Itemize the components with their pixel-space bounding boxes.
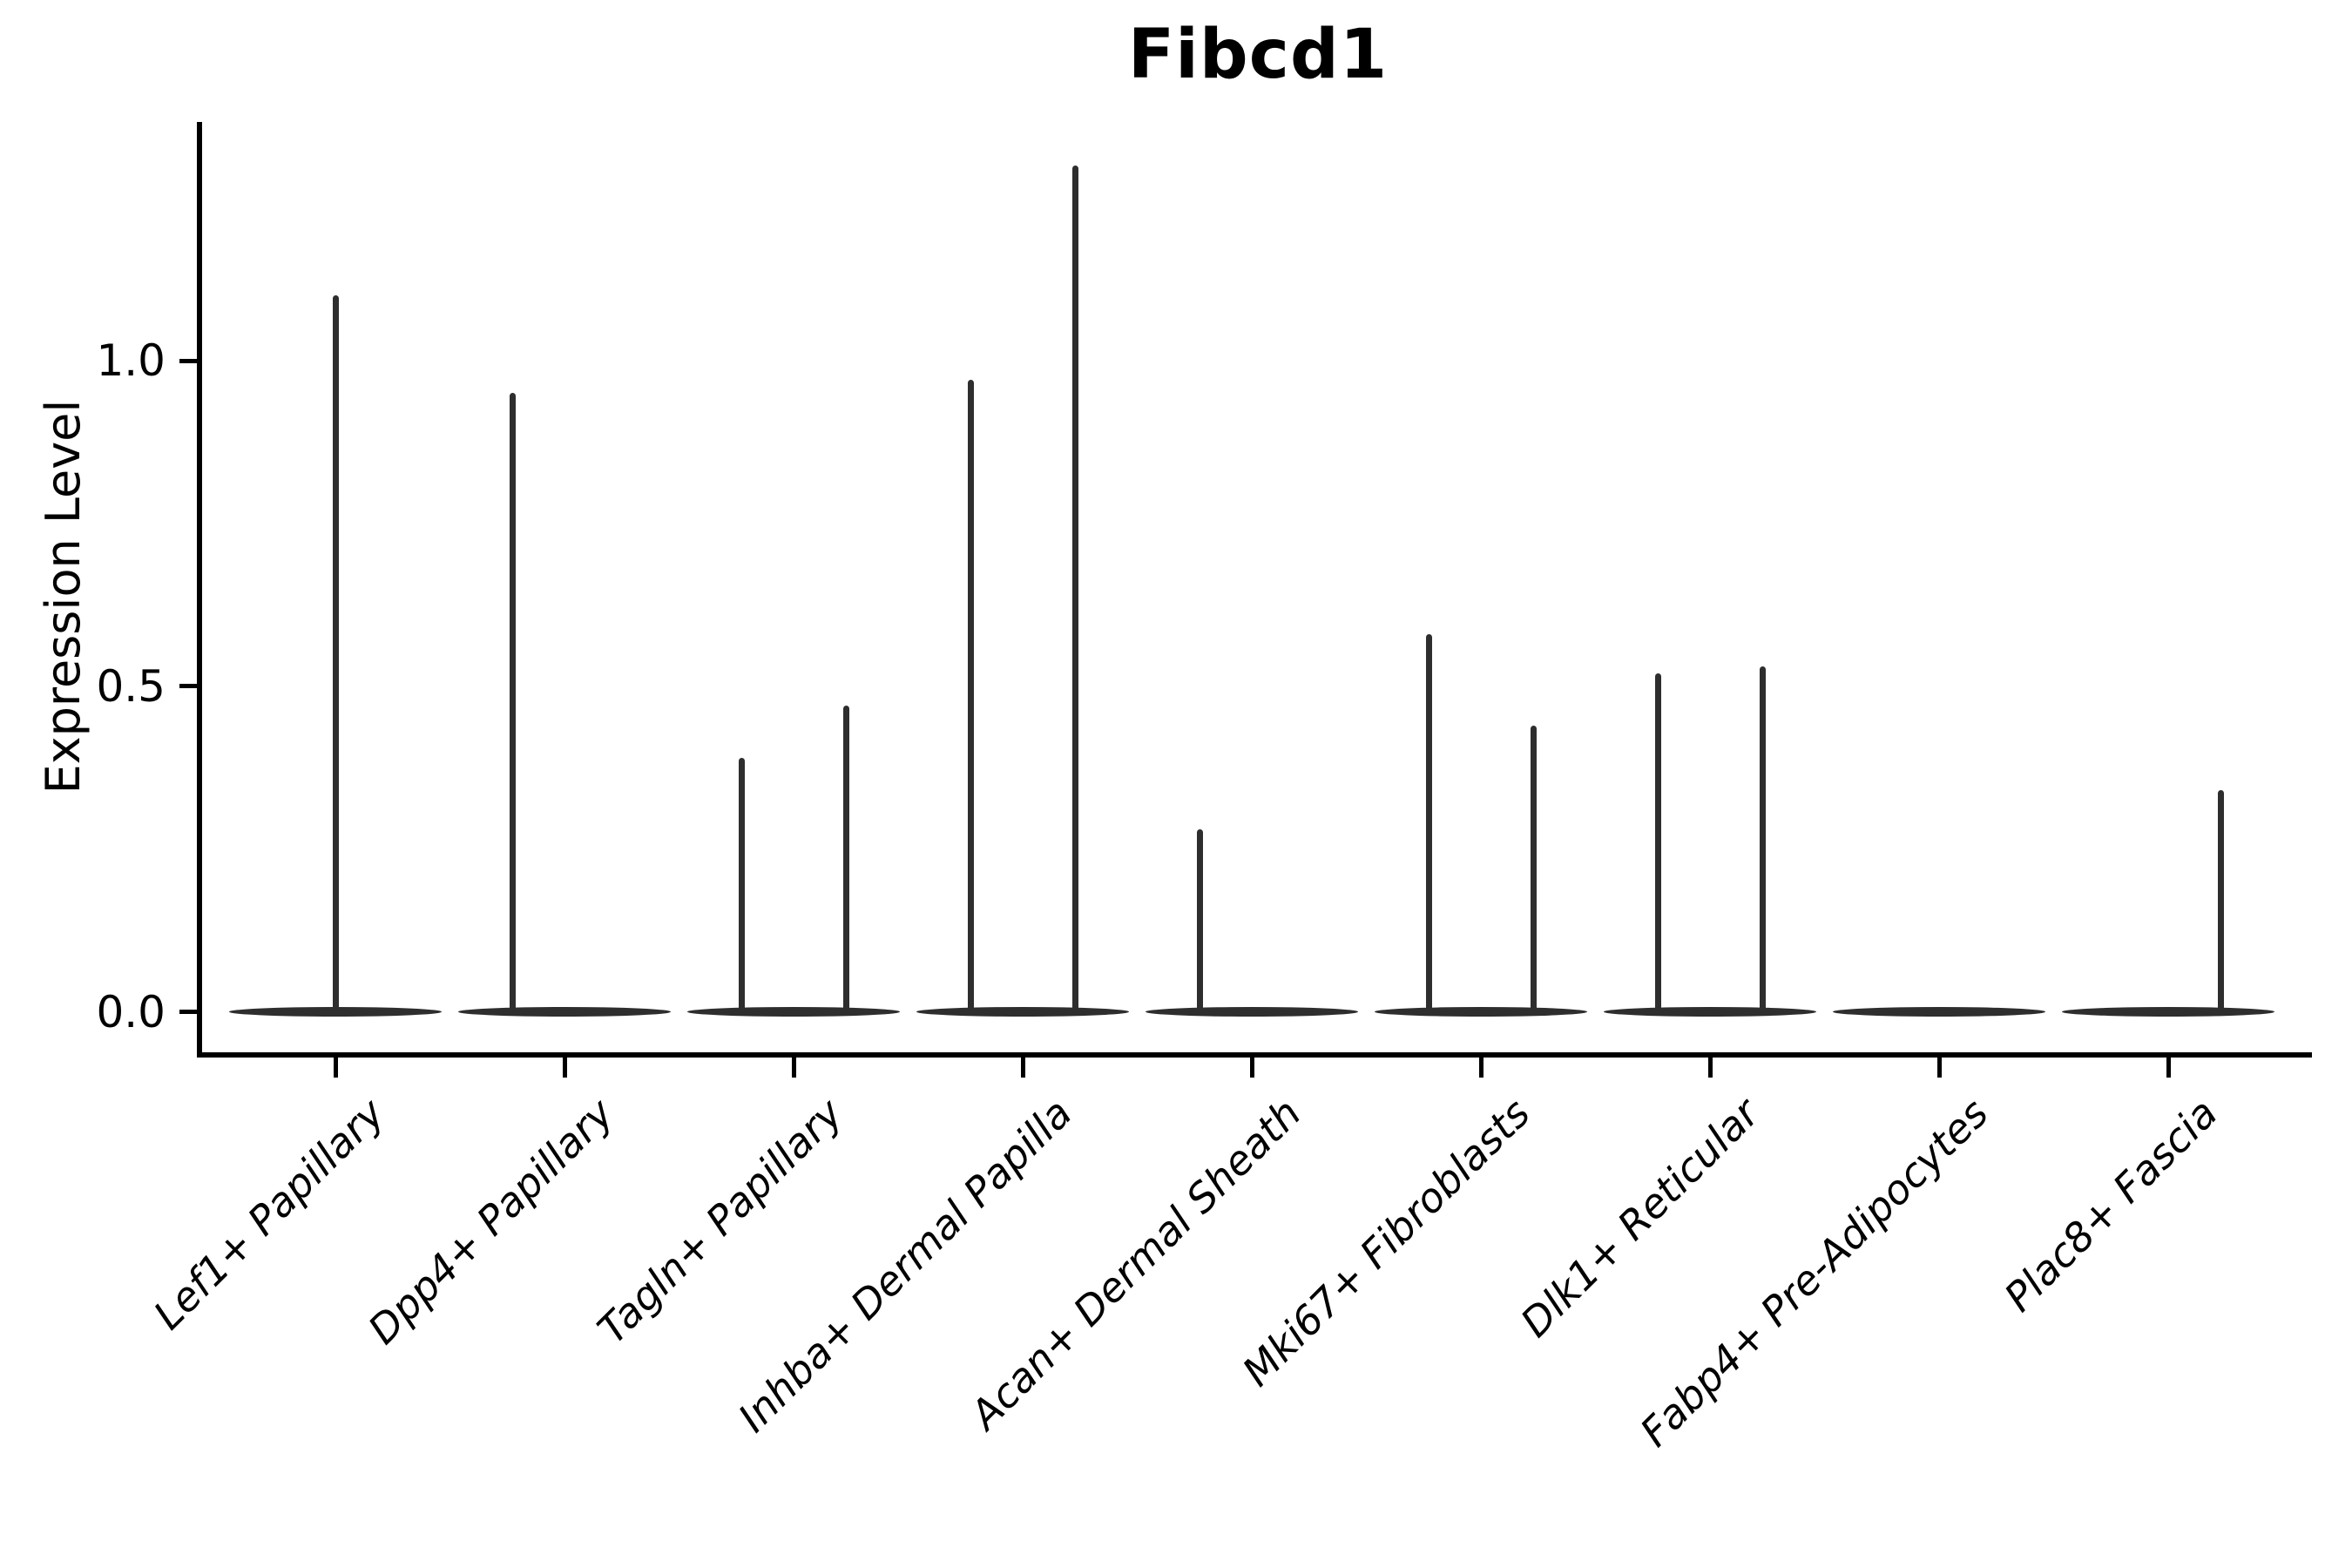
violin-spike <box>509 393 516 1015</box>
y-tick-label: 0.5 <box>96 660 166 712</box>
violin-spike <box>1759 666 1766 1015</box>
y-tick-mark <box>179 1010 199 1014</box>
y-axis-spine <box>197 122 202 1058</box>
violin-spike <box>1071 165 1078 1015</box>
x-tick-mark <box>1478 1058 1484 1078</box>
x-tick-mark <box>562 1058 567 1078</box>
violin-spike <box>332 295 339 1015</box>
x-axis-spine <box>197 1052 2312 1058</box>
x-tick-mark <box>1020 1058 1025 1078</box>
violin-spike <box>1530 725 1537 1015</box>
x-tick-mark <box>333 1058 338 1078</box>
violin-body <box>1375 1007 1587 1017</box>
violin-spike <box>2217 790 2224 1015</box>
chart-title: Fibcd1 <box>1127 16 1389 94</box>
violin-spike <box>842 706 849 1015</box>
violin-body <box>458 1007 671 1017</box>
violin-spike <box>1196 829 1203 1015</box>
violin-body <box>1833 1007 2045 1017</box>
violin-body <box>2062 1007 2274 1017</box>
violin-spike <box>1654 672 1661 1015</box>
x-tick-mark <box>791 1058 796 1078</box>
y-tick-mark <box>179 684 199 689</box>
violin-body <box>1146 1007 1358 1017</box>
x-tick-mark <box>1707 1058 1713 1078</box>
violin-spike <box>738 757 745 1015</box>
y-tick-label: 1.0 <box>96 335 166 386</box>
violin-body <box>916 1007 1129 1017</box>
violin-body <box>687 1007 900 1017</box>
x-tick-mark <box>1249 1058 1254 1078</box>
x-tick-mark <box>2166 1058 2171 1078</box>
violin-body <box>1604 1007 1816 1017</box>
y-tick-mark <box>179 358 199 363</box>
x-tick-mark <box>1936 1058 1942 1078</box>
violin-spike <box>1425 633 1432 1015</box>
violin-spike <box>967 380 974 1015</box>
y-tick-label: 0.0 <box>96 986 166 1037</box>
